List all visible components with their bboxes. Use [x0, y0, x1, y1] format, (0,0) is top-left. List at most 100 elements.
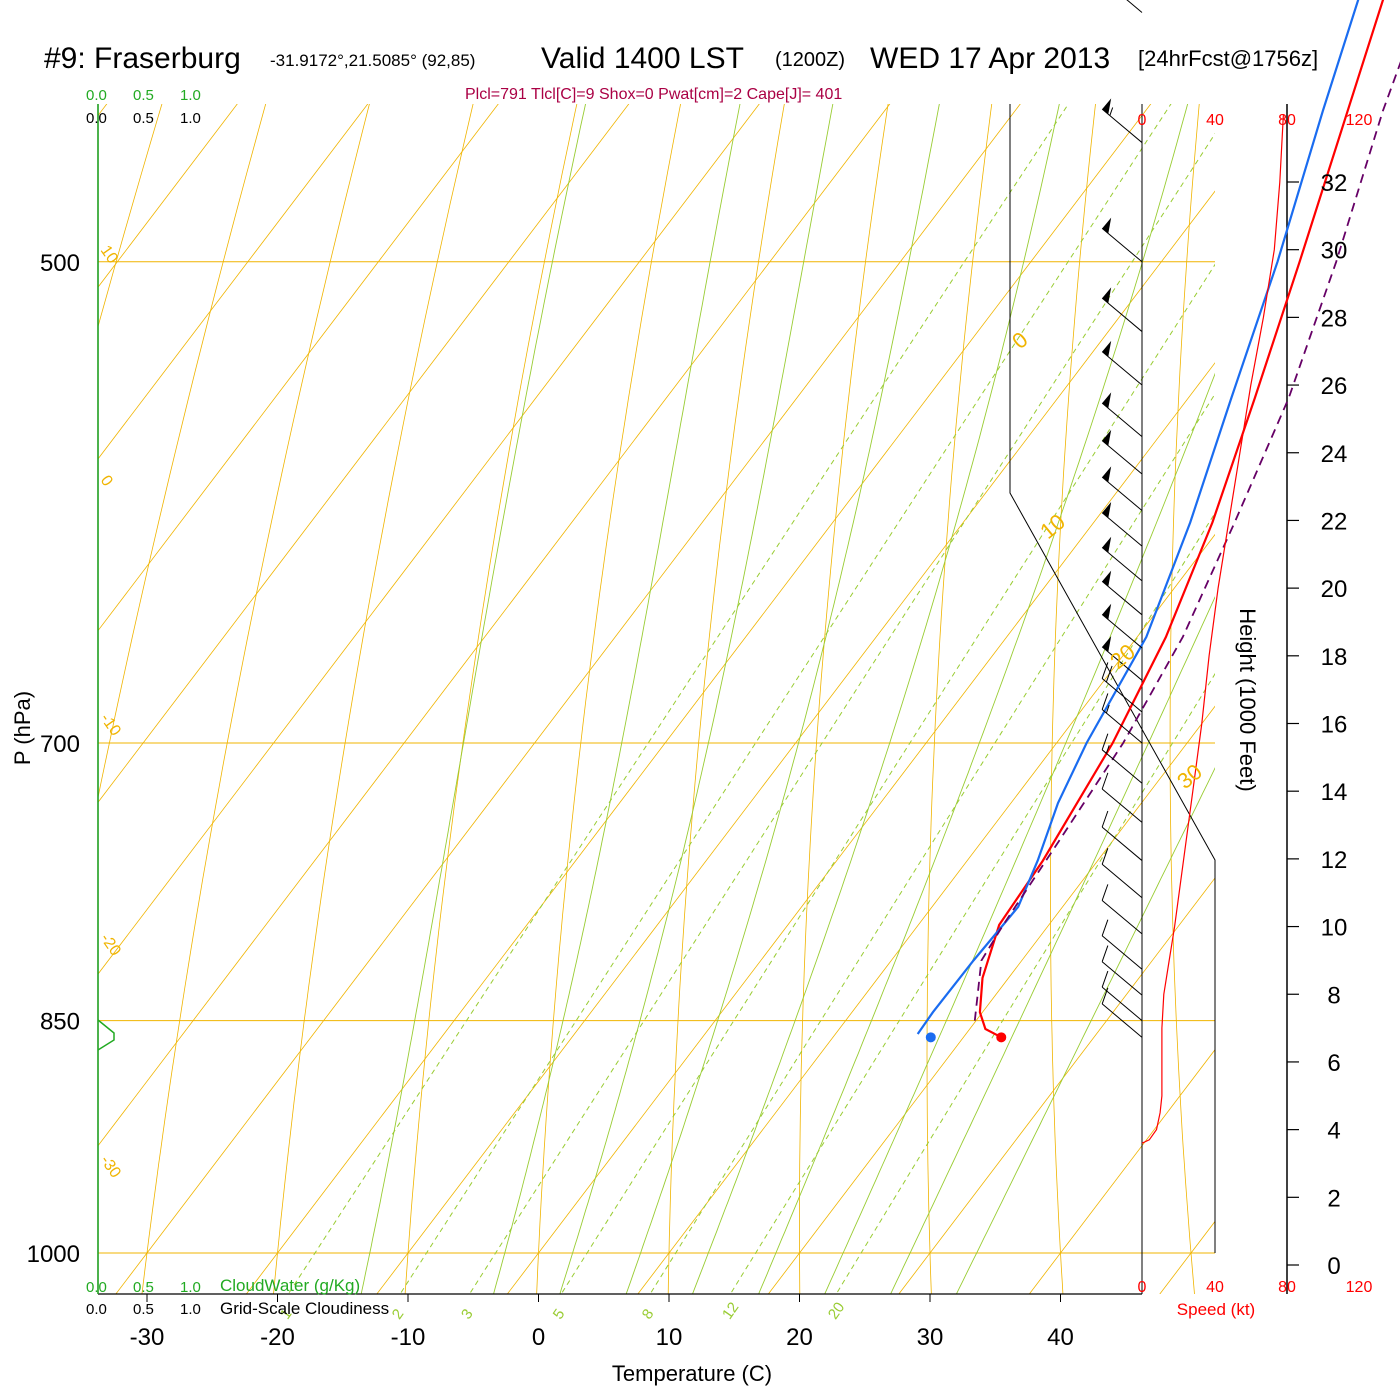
wind-barb-staff [1101, 646, 1143, 681]
dry-adiabat [926, 104, 993, 1294]
speed-top-tick-0: 0 [1138, 112, 1147, 129]
x-tick-label: 30 [917, 1324, 944, 1351]
dry-adiabat [141, 104, 370, 1294]
wind-barb-staff [1101, 581, 1143, 616]
forecast-info: [24hrFcst@1756z] [1138, 46, 1318, 71]
dry-adiabat-label: -20 [97, 931, 124, 960]
mixing-ratio-line [287, 104, 1069, 1294]
isotherm [767, 705, 1215, 1294]
pressure-tick-label: 850 [40, 1009, 80, 1036]
wind-barb-staff [1101, 1003, 1143, 1038]
wind-barb-flag [1102, 340, 1112, 357]
height-tick-label: 22 [1321, 508, 1348, 535]
mixing-ratio-line [560, 263, 1215, 1294]
dry-adiabat-label: -30 [97, 1153, 124, 1182]
wind-barb-feather [1101, 662, 1109, 679]
speed-top-tick-120: 120 [1346, 112, 1373, 129]
wind-barb-flag [1102, 429, 1112, 446]
wind-barb-staff [1101, 614, 1143, 649]
x-tick-label: 0 [532, 1324, 545, 1351]
bottom-cloudwater-scale-2: 1.0 [180, 1279, 201, 1296]
mixing-ratio-label: 2 [389, 1306, 408, 1323]
dry-adiabat-label: -10 [97, 711, 124, 740]
wind-barb-half-feather [1105, 745, 1110, 754]
speed-top-tick-80: 80 [1278, 112, 1296, 129]
height-tick-label: 18 [1321, 644, 1348, 671]
isotherm [637, 533, 1215, 1294]
top-cloudwater-scale-0: 0.0 [86, 87, 107, 104]
bottom-cloudwater-scale-1: 0.5 [133, 1279, 154, 1296]
wind-barb-staff [1101, 788, 1143, 823]
height-tick-label: 2 [1327, 1185, 1340, 1212]
wind-barb-flag [1102, 636, 1112, 653]
speed-axis-label: Speed (kt) [1177, 1300, 1255, 1319]
wind-barb-flag [1102, 287, 1112, 304]
speed-bottom-tick-40: 40 [1206, 1279, 1224, 1296]
speed-bottom-tick-80: 80 [1278, 1279, 1296, 1296]
moist-adiabat [559, 104, 834, 1294]
wind-barb-staff [1101, 935, 1143, 970]
bottom-cloudwater-scale-0: 0.0 [86, 1279, 107, 1296]
isotherm [115, 104, 1021, 1294]
wind-barb [1101, 884, 1143, 935]
wind-barb [1101, 847, 1143, 899]
height-tick-label: 24 [1321, 441, 1348, 468]
bottom-cloudiness-scale-1: 0.5 [133, 1301, 154, 1318]
speed-top-tick-40: 40 [1206, 112, 1224, 129]
speed-bottom-tick-120: 120 [1346, 1279, 1373, 1296]
surface-temperature-dot [996, 1032, 1007, 1043]
dry-adiabat [536, 104, 682, 1294]
x-tick-label: 10 [656, 1324, 683, 1351]
isotherm [98, 104, 891, 1147]
isotherm [245, 104, 1152, 1294]
wind-barb [1101, 945, 1143, 996]
height-tick-label: 20 [1321, 576, 1348, 603]
height-tick-label: 4 [1327, 1118, 1340, 1145]
wind-barb-flag [1102, 536, 1112, 553]
wind-barb-feather [1101, 847, 1109, 865]
isotherm [376, 190, 1215, 1294]
height-tick-label: 14 [1321, 779, 1348, 806]
wind-barb [1101, 603, 1143, 649]
bottom-cloudiness-scale-2: 1.0 [180, 1301, 201, 1318]
dry-adiabat [404, 104, 578, 1294]
station-coords: -31.9172°,21.5085° (92,85) [270, 51, 475, 70]
wind-barb-feather [1101, 970, 1109, 988]
moist-adiabat [824, 372, 1215, 1294]
wind-barb-staff [1101, 351, 1143, 386]
dry-adiabat [98, 104, 163, 329]
mixing-ratio-label: 8 [639, 1306, 658, 1323]
chart-region-outline [1009, 104, 1216, 1253]
mixing-ratio-label: 12 [719, 1299, 742, 1322]
isotherm [98, 104, 238, 288]
moist-adiabat [692, 104, 1060, 1294]
top-cloudiness-scale-2: 1.0 [180, 110, 201, 127]
wind-barb-staff [1101, 402, 1143, 437]
wind-barb-flag [1102, 217, 1112, 234]
pressure-tick-label: 500 [40, 250, 80, 277]
sounding-indices: Plcl=791 Tlcl[C]=9 Shox=0 Pwat[cm]=2 Cap… [465, 86, 842, 103]
cloudwater-indicator [97, 1019, 115, 1051]
wind-barb-staff [1101, 227, 1143, 263]
moist-adiabat-label: 20 [1105, 639, 1140, 674]
height-tick-label: 8 [1327, 982, 1340, 1009]
y-axis-title: P (hPa) [10, 691, 35, 765]
axis-ticks: 123581220100-10-20-300102030250300400500… [27, 170, 1348, 1351]
wind-barb [1101, 502, 1143, 547]
moist-adiabat-label: 30 [1172, 759, 1207, 794]
pressure-tick-label: 700 [40, 731, 80, 758]
wind-barb-feather [1101, 772, 1109, 790]
moist-adiabat [758, 104, 1189, 1294]
wind-barb-staff [1101, 900, 1143, 935]
pressure-tick-label: 1000 [27, 1241, 80, 1268]
x-tick-label: 20 [786, 1324, 813, 1351]
speed-bottom-tick-0: 0 [1138, 1279, 1147, 1296]
wind-barb-flag [1102, 466, 1112, 483]
wind-barb [1101, 987, 1143, 1038]
dry-adiabat [98, 104, 267, 800]
wind-barb-feather [1101, 945, 1109, 962]
dry-adiabat [799, 104, 889, 1294]
wind-barb [1101, 536, 1143, 582]
temperature-line [978, 0, 1385, 1039]
